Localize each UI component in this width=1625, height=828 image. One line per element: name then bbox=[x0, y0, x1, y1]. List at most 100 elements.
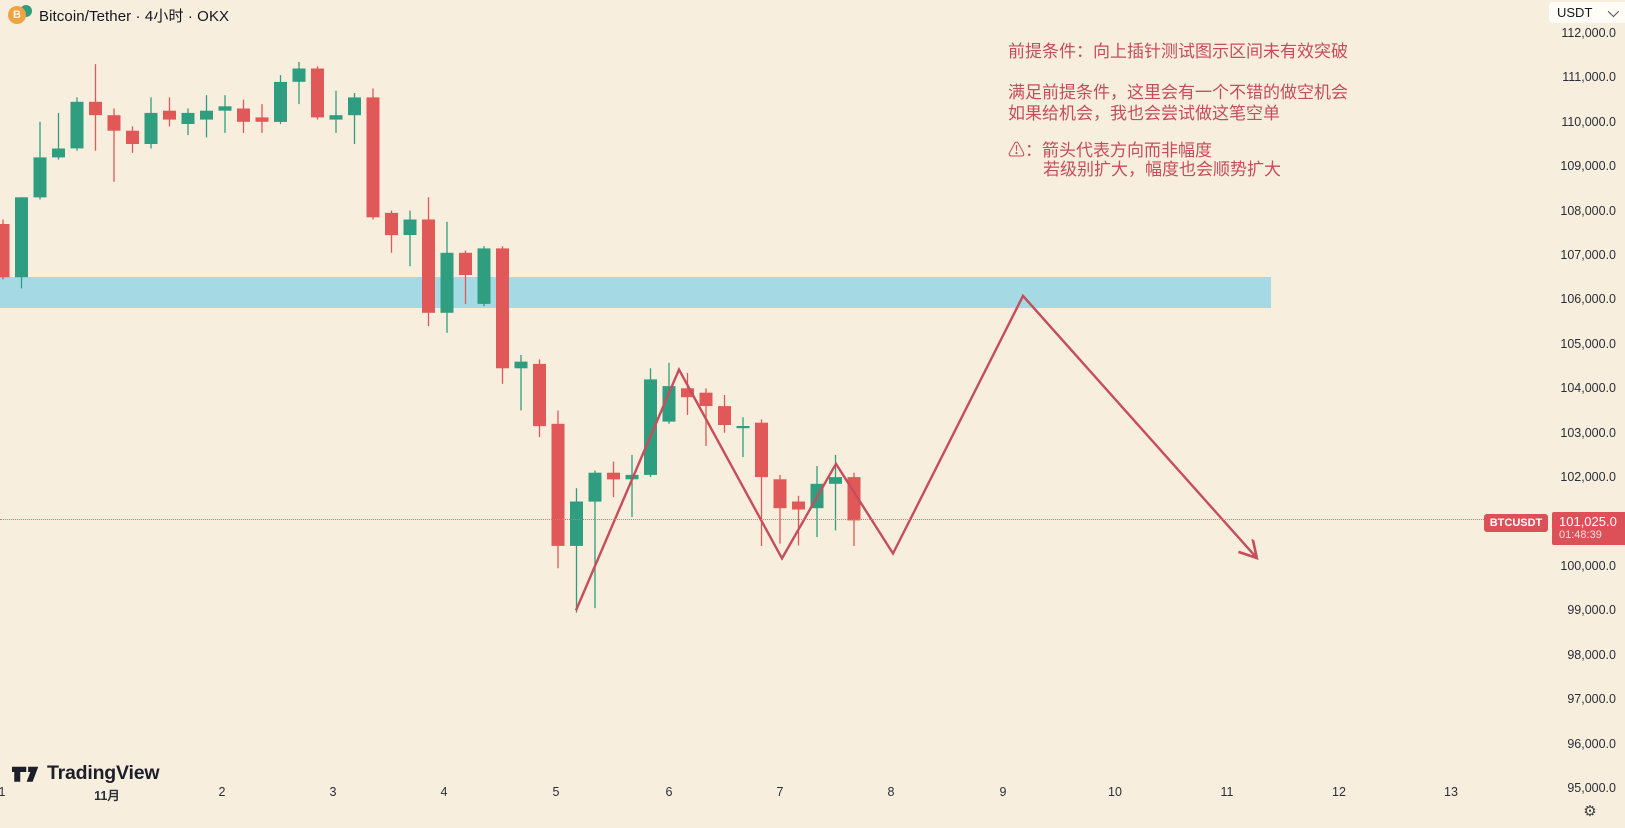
time-axis-label: 3 bbox=[329, 785, 337, 799]
time-axis-label: 11 bbox=[1220, 785, 1234, 799]
candle bbox=[70, 97, 84, 151]
tradingview-logo-icon bbox=[12, 766, 39, 782]
candle bbox=[588, 470, 602, 609]
candle bbox=[311, 66, 324, 120]
annotation-warning-2: 若级别扩大，幅度也会顺势扩大 bbox=[1043, 160, 1281, 179]
current-price-value: 101,025.0 bbox=[1559, 514, 1617, 530]
candle bbox=[551, 410, 565, 569]
time-axis-label: 6 bbox=[665, 785, 673, 799]
candle bbox=[570, 488, 583, 613]
currency-selector[interactable]: USDT bbox=[1549, 2, 1625, 23]
time-axis-label: 13 bbox=[1444, 785, 1458, 799]
price-axis-label: 102,000.0 bbox=[1560, 470, 1616, 485]
time-axis-label: 7 bbox=[776, 785, 784, 799]
candle bbox=[625, 454, 639, 518]
candle bbox=[0, 219, 10, 280]
price-axis-label: 105,000.0 bbox=[1560, 336, 1616, 351]
annotation-warning-1: ⚠：箭头代表方向而非幅度 bbox=[1008, 141, 1212, 160]
price-axis-label: 110,000.0 bbox=[1561, 114, 1616, 129]
price-axis-label: 109,000.0 bbox=[1560, 159, 1616, 174]
candle bbox=[255, 104, 269, 133]
candle bbox=[422, 197, 435, 327]
price-axis-label: 95,000.0 bbox=[1567, 781, 1616, 795]
price-axis-label: 99,000.0 bbox=[1567, 603, 1616, 618]
price-axis-label: 108,000.0 bbox=[1560, 203, 1616, 218]
candle bbox=[200, 95, 213, 138]
btc-coin-glyph: B bbox=[8, 6, 26, 24]
candle bbox=[163, 97, 176, 127]
time-axis-label: 1 bbox=[0, 785, 6, 799]
price-axis-label: 96,000.0 bbox=[1567, 736, 1616, 751]
candle bbox=[126, 126, 139, 153]
tradingview-logo-text: TradingView bbox=[47, 762, 160, 784]
candle bbox=[237, 99, 250, 133]
time-axis-label: 2 bbox=[218, 785, 226, 799]
bitcoin-coin-icon: B bbox=[8, 5, 32, 25]
candle bbox=[33, 121, 47, 200]
candle bbox=[533, 359, 546, 438]
symbol-header[interactable]: B Bitcoin/Tether · 4小时 · OKX bbox=[8, 3, 229, 27]
chevron-down-icon bbox=[1607, 5, 1620, 17]
candle bbox=[810, 466, 824, 538]
candle bbox=[773, 474, 787, 544]
time-axis-label: 12 bbox=[1332, 785, 1346, 799]
symbol-price-badge: BTCUSDT bbox=[1484, 514, 1548, 533]
price-axis-label: 111,000.0 bbox=[1562, 70, 1616, 85]
candle bbox=[348, 93, 361, 144]
time-axis-label: 5 bbox=[552, 785, 560, 799]
candle bbox=[514, 355, 528, 411]
time-axis-label: 8 bbox=[887, 785, 895, 799]
candle bbox=[496, 246, 509, 384]
price-axis-label: 100,000.0 bbox=[1560, 558, 1616, 573]
bar-countdown: 01:48:39 bbox=[1559, 529, 1602, 542]
candle bbox=[15, 197, 28, 289]
candle bbox=[292, 61, 306, 105]
time-axis-label: 10 bbox=[1108, 785, 1122, 799]
candle bbox=[644, 368, 657, 478]
candle bbox=[477, 246, 491, 307]
annotation-short-setup-2: 如果给机会，我也会尝试做这笔空单 bbox=[1008, 103, 1280, 123]
candle bbox=[385, 210, 398, 253]
price-scale-settings-gear-icon[interactable]: ⚙ bbox=[1583, 803, 1597, 820]
candle bbox=[755, 419, 768, 546]
candle bbox=[181, 108, 195, 136]
price-axis[interactable]: 112,000.0 111,000.0 110,000.0 109,000.0 108,… bbox=[1497, 0, 1625, 795]
currency-label: USDT bbox=[1557, 5, 1593, 20]
time-axis[interactable]: 1 11月 2 3 4 5 6 7 8 9 10 11 12 13 bbox=[0, 775, 1625, 828]
candle bbox=[459, 250, 472, 304]
candle bbox=[718, 395, 731, 433]
candle bbox=[52, 112, 65, 160]
candle bbox=[144, 97, 158, 149]
candle bbox=[107, 108, 121, 182]
candle bbox=[403, 210, 417, 267]
current-price-badge: 101,025.0 01:48:39 bbox=[1552, 511, 1625, 545]
price-axis-label: 103,000.0 bbox=[1560, 425, 1616, 440]
candle bbox=[274, 75, 287, 124]
candle bbox=[329, 90, 343, 133]
time-axis-label: 11月 bbox=[94, 789, 120, 803]
price-axis-label: 106,000.0 bbox=[1560, 292, 1616, 307]
time-axis-label: 9 bbox=[999, 785, 1007, 799]
price-axis-label: 107,000.0 bbox=[1560, 248, 1616, 263]
candle bbox=[607, 461, 620, 498]
resistance-zone-band bbox=[0, 277, 1271, 309]
projection-arrow-drawing[interactable] bbox=[574, 293, 1256, 611]
candle bbox=[681, 372, 694, 415]
candle bbox=[829, 454, 842, 531]
price-axis-label: 112,000.0 bbox=[1561, 26, 1616, 40]
price-axis-label: 98,000.0 bbox=[1567, 647, 1616, 662]
price-axis-label: 104,000.0 bbox=[1560, 381, 1616, 396]
price-axis-label: 97,000.0 bbox=[1567, 692, 1616, 707]
time-axis-label: 4 bbox=[440, 785, 448, 799]
candle bbox=[440, 221, 454, 333]
annotation-short-setup-1: 满足前提条件，这里会有一个不错的做空机会 bbox=[1008, 83, 1348, 102]
tradingview-logo[interactable]: TradingView bbox=[12, 762, 160, 785]
candle bbox=[792, 495, 805, 546]
annotation-precondition: 前提条件：向上插针测试图示区间未有效突破 bbox=[1008, 42, 1348, 61]
candle bbox=[736, 417, 750, 458]
symbol-title: Bitcoin/Tether · 4小时 · OKX bbox=[39, 7, 230, 25]
current-price-line bbox=[0, 519, 1484, 521]
candle bbox=[366, 88, 380, 220]
